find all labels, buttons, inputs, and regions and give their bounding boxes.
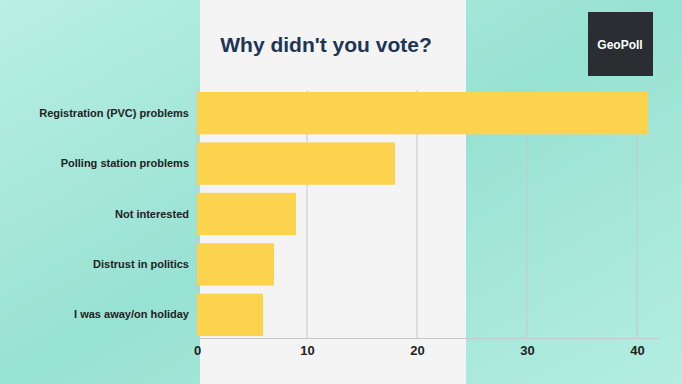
logo: GeoPoll bbox=[588, 12, 653, 76]
x-tick: 0 bbox=[194, 338, 201, 358]
y-tick: Not interested bbox=[115, 208, 197, 220]
bar bbox=[197, 92, 648, 134]
bar bbox=[197, 142, 395, 184]
bar bbox=[197, 294, 263, 336]
x-tick: 10 bbox=[300, 338, 314, 358]
x-tick-label: 0 bbox=[194, 343, 201, 358]
x-tick-label: 30 bbox=[520, 343, 534, 358]
plot: 0 10 20 30 40 Registration (PVC) problems Poll… bbox=[39, 90, 659, 358]
x-tick: 40 bbox=[630, 338, 644, 358]
y-tick-label: I was away/on holiday bbox=[74, 308, 190, 320]
y-tick: Registration (PVC) problems bbox=[39, 107, 197, 119]
y-tick-label: Not interested bbox=[115, 208, 189, 220]
background bbox=[0, 0, 682, 384]
y-tick-label: Polling station problems bbox=[61, 157, 189, 169]
bar bbox=[197, 243, 274, 285]
x-tick: 30 bbox=[520, 338, 534, 358]
y-tick: Distrust in politics bbox=[93, 258, 197, 270]
chart: Why didn't you vote? GeoPoll 0 10 20 30 40 Regi… bbox=[0, 0, 682, 384]
x-axis-line bbox=[198, 338, 660, 339]
y-axis: Registration (PVC) problems Polling stati… bbox=[39, 107, 197, 321]
x-tick: 20 bbox=[410, 338, 424, 358]
x-tick-label: 20 bbox=[410, 343, 424, 358]
y-tick-label: Distrust in politics bbox=[93, 258, 189, 270]
logo-text: GeoPoll bbox=[597, 38, 642, 52]
logo-box bbox=[588, 12, 653, 76]
title: Why didn't you vote? bbox=[220, 33, 431, 56]
bars bbox=[197, 92, 648, 336]
y-tick-label: Registration (PVC) problems bbox=[39, 107, 189, 119]
bar bbox=[197, 193, 296, 235]
y-tick: I was away/on holiday bbox=[74, 308, 197, 320]
x-tick-label: 40 bbox=[630, 343, 644, 358]
y-tick: Polling station problems bbox=[61, 157, 197, 169]
x-axis: 0 10 20 30 40 bbox=[194, 338, 660, 358]
x-tick-label: 10 bbox=[300, 343, 314, 358]
